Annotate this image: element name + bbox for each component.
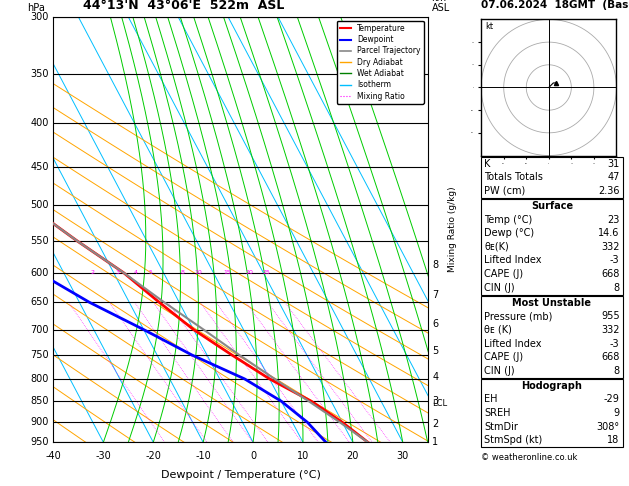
Text: hPa: hPa: [27, 3, 45, 13]
Text: 2.36: 2.36: [598, 186, 620, 196]
Text: Temp (°C): Temp (°C): [484, 215, 533, 225]
Text: 332: 332: [601, 325, 620, 335]
Text: 3: 3: [432, 396, 438, 406]
Text: 950: 950: [30, 437, 49, 447]
Text: -20: -20: [145, 451, 161, 461]
Text: © weatheronline.co.uk: © weatheronline.co.uk: [481, 452, 577, 462]
Text: 6: 6: [432, 319, 438, 330]
Text: 3: 3: [115, 271, 120, 276]
Text: 8: 8: [613, 283, 620, 293]
Legend: Temperature, Dewpoint, Parcel Trajectory, Dry Adiabat, Wet Adiabat, Isotherm, Mi: Temperature, Dewpoint, Parcel Trajectory…: [337, 21, 424, 104]
Text: 25: 25: [262, 271, 270, 276]
Text: 15: 15: [224, 271, 231, 276]
Text: 500: 500: [30, 200, 49, 210]
Text: Lifted Index: Lifted Index: [484, 339, 542, 348]
Text: 332: 332: [601, 242, 620, 252]
Text: 10: 10: [194, 271, 202, 276]
Text: Pressure (mb): Pressure (mb): [484, 312, 553, 321]
Text: 07.06.2024  18GMT  (Base: 06): 07.06.2024 18GMT (Base: 06): [481, 0, 629, 10]
Text: 20: 20: [347, 451, 359, 461]
Text: LCL: LCL: [432, 399, 447, 408]
Text: -3: -3: [610, 339, 620, 348]
Text: 10: 10: [297, 451, 309, 461]
Text: 31: 31: [608, 159, 620, 169]
Text: km
ASL: km ASL: [431, 0, 450, 13]
Text: 750: 750: [30, 350, 49, 360]
Text: 20: 20: [245, 271, 253, 276]
Text: 0: 0: [250, 451, 256, 461]
Text: 1: 1: [432, 437, 438, 447]
Text: 668: 668: [601, 269, 620, 279]
Text: Dewpoint / Temperature (°C): Dewpoint / Temperature (°C): [160, 470, 321, 480]
Text: Lifted Index: Lifted Index: [484, 256, 542, 265]
Text: Hodograph: Hodograph: [521, 381, 582, 391]
Text: 650: 650: [30, 297, 49, 307]
Text: 4: 4: [432, 372, 438, 382]
Text: θᴇ(K): θᴇ(K): [484, 242, 509, 252]
Text: 47: 47: [607, 173, 620, 182]
Text: -40: -40: [45, 451, 62, 461]
Text: 2: 2: [91, 271, 94, 276]
Text: PW (cm): PW (cm): [484, 186, 526, 196]
Text: 23: 23: [607, 215, 620, 225]
Text: -30: -30: [96, 451, 111, 461]
Text: 800: 800: [31, 374, 49, 384]
Text: 4: 4: [134, 271, 138, 276]
Text: Totals Totals: Totals Totals: [484, 173, 543, 182]
Text: 7: 7: [432, 290, 438, 300]
Text: 300: 300: [31, 12, 49, 22]
Text: 5: 5: [148, 271, 152, 276]
Text: 550: 550: [30, 236, 49, 245]
Text: 8: 8: [181, 271, 184, 276]
Text: 600: 600: [31, 268, 49, 278]
Text: 308°: 308°: [596, 422, 620, 432]
Text: kt: kt: [486, 21, 494, 31]
Text: 400: 400: [31, 118, 49, 128]
Text: CAPE (J): CAPE (J): [484, 352, 523, 362]
Text: StmSpd (kt): StmSpd (kt): [484, 435, 543, 445]
Text: 5: 5: [432, 346, 438, 356]
Text: 700: 700: [30, 325, 49, 334]
Text: 350: 350: [30, 69, 49, 79]
Text: Surface: Surface: [531, 201, 573, 211]
Text: EH: EH: [484, 395, 498, 404]
Text: Most Unstable: Most Unstable: [513, 298, 591, 308]
Text: 30: 30: [397, 451, 409, 461]
Text: StmDir: StmDir: [484, 422, 518, 432]
Text: -3: -3: [610, 256, 620, 265]
Text: 14.6: 14.6: [598, 228, 620, 238]
Text: 44°13'N  43°06'E  522m  ASL: 44°13'N 43°06'E 522m ASL: [84, 0, 285, 12]
Text: K: K: [484, 159, 491, 169]
Text: CIN (J): CIN (J): [484, 283, 515, 293]
Text: -10: -10: [195, 451, 211, 461]
Text: 8: 8: [432, 260, 438, 270]
Text: 955: 955: [601, 312, 620, 321]
Text: 668: 668: [601, 352, 620, 362]
Text: SREH: SREH: [484, 408, 511, 418]
Text: θᴇ (K): θᴇ (K): [484, 325, 512, 335]
Text: Mixing Ratio (g/kg): Mixing Ratio (g/kg): [448, 187, 457, 273]
Text: -29: -29: [604, 395, 620, 404]
Text: 450: 450: [30, 162, 49, 172]
Text: 850: 850: [30, 396, 49, 406]
Text: Dewp (°C): Dewp (°C): [484, 228, 535, 238]
Text: 8: 8: [613, 366, 620, 376]
Text: CAPE (J): CAPE (J): [484, 269, 523, 279]
Text: 18: 18: [608, 435, 620, 445]
Text: 9: 9: [613, 408, 620, 418]
Text: 900: 900: [31, 417, 49, 427]
Text: 2: 2: [432, 419, 438, 429]
Text: CIN (J): CIN (J): [484, 366, 515, 376]
